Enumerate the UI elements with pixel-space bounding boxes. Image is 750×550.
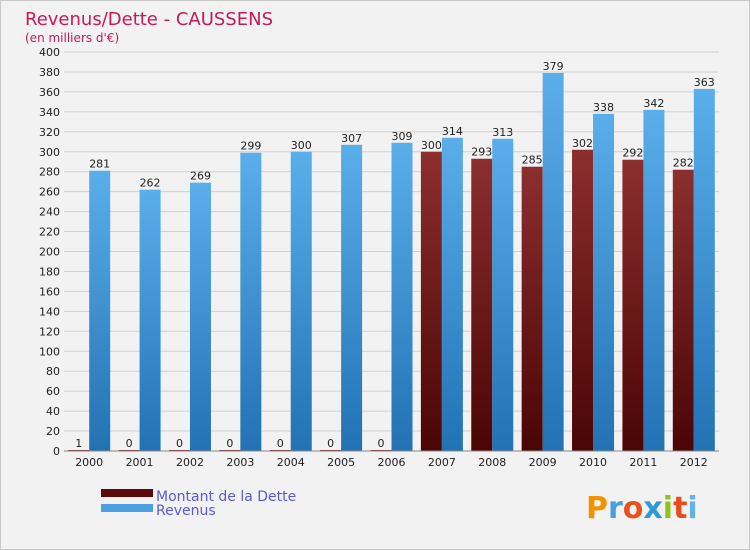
revenue-bar-value-label: 281	[89, 158, 110, 171]
y-tick-label: 320	[39, 126, 60, 139]
debt-bar	[471, 158, 493, 452]
revenue-bar-value-label: 307	[341, 132, 362, 145]
y-tick-label: 240	[39, 206, 60, 219]
y-tick-label: 400	[39, 46, 60, 59]
y-axis-ticks: 0 20 40 60 80 100 120 140 160 180 200 220 240 260 280 3…	[39, 46, 60, 458]
revenue-bar	[643, 109, 665, 451]
y-tick-label: 80	[46, 365, 60, 378]
debt-bar-value-label: 0	[176, 437, 183, 450]
revenue-bar-value-label: 299	[240, 140, 261, 153]
legend-label-revenue: Revenus	[156, 503, 216, 519]
y-tick-label: 340	[39, 106, 60, 119]
revenue-bar-value-label: 379	[543, 60, 564, 73]
revenue-bar	[441, 137, 463, 451]
y-tick-label: 40	[46, 405, 60, 418]
data-labels: 1281026202690299030003070309300314293313…	[75, 60, 715, 450]
revenue-bar-value-label: 262	[140, 177, 161, 190]
x-tick-label: 2004	[277, 456, 305, 469]
legend: Montant de la Dette Revenus	[101, 489, 296, 519]
chart-subtitle: (en milliers d'€)	[25, 31, 119, 45]
debt-bar-value-label: 293	[471, 146, 492, 159]
debt-bar-value-label: 0	[277, 437, 284, 450]
x-tick-label: 2006	[378, 456, 406, 469]
debt-bar	[572, 149, 594, 451]
revenue-bar	[492, 138, 514, 451]
revenue-bar-value-label: 313	[492, 126, 513, 139]
revenue-bar	[341, 144, 363, 451]
revenue-bar-value-label: 300	[291, 139, 312, 152]
debt-bar-value-label: 302	[572, 137, 593, 150]
revenue-bar	[391, 142, 413, 451]
legend-swatch-debt	[101, 489, 153, 497]
y-tick-label: 60	[46, 385, 60, 398]
revenue-bar-value-label: 309	[392, 130, 413, 143]
revenue-bar	[542, 72, 564, 451]
x-tick-label: 2010	[579, 456, 607, 469]
debt-bar	[622, 159, 644, 452]
x-tick-label: 2008	[478, 456, 506, 469]
debt-bar-value-label: 300	[421, 139, 442, 152]
x-tick-label: 2012	[680, 456, 708, 469]
debt-bar-value-label: 1	[75, 437, 82, 450]
y-tick-label: 220	[39, 226, 60, 239]
debt-bar-value-label: 285	[522, 154, 543, 167]
revenue-bar	[240, 152, 262, 451]
debt-bar-value-label: 0	[126, 437, 133, 450]
revenue-bar-value-label: 363	[694, 76, 715, 89]
debt-bar-value-label: 0	[378, 437, 385, 450]
x-axis-ticks: 2000 2001 2002 2003 2004 2005 2006 2007 2008 2009…	[75, 456, 708, 469]
x-tick-label: 2000	[75, 456, 103, 469]
revenue-bar	[139, 189, 161, 451]
proxiti-logo: Proxiti	[586, 491, 698, 526]
y-tick-label: 20	[46, 425, 60, 438]
y-tick-label: 260	[39, 186, 60, 199]
x-tick-label: 2002	[176, 456, 204, 469]
revenue-bar	[89, 170, 111, 451]
debt-bar-value-label: 292	[622, 147, 643, 160]
debt-bar	[420, 151, 442, 451]
y-tick-label: 180	[39, 265, 60, 278]
x-tick-label: 2009	[529, 456, 557, 469]
debt-bar-value-label: 0	[226, 437, 233, 450]
revenue-bar-value-label: 342	[643, 97, 664, 110]
x-tick-label: 2007	[428, 456, 456, 469]
chart-title: Revenus/Dette - CAUSSENS	[25, 9, 273, 30]
x-tick-label: 2005	[327, 456, 355, 469]
x-tick-label: 2003	[226, 456, 254, 469]
y-tick-label: 360	[39, 86, 60, 99]
y-tick-label: 380	[39, 66, 60, 79]
y-tick-label: 280	[39, 166, 60, 179]
revenue-bar	[593, 113, 615, 451]
legend-swatch-revenue	[101, 504, 153, 512]
revenue-bar-value-label: 269	[190, 170, 211, 183]
x-tick-label: 2011	[629, 456, 657, 469]
revenue-bar	[189, 182, 211, 452]
debt-bar	[672, 169, 694, 451]
debt-bar-value-label: 282	[673, 157, 694, 170]
y-tick-label: 200	[39, 246, 60, 259]
y-tick-label: 140	[39, 305, 60, 318]
debt-bar	[521, 166, 543, 451]
revenue-bar	[290, 151, 312, 451]
y-tick-label: 300	[39, 146, 60, 159]
x-tick-label: 2001	[126, 456, 154, 469]
y-tick-label: 0	[53, 445, 60, 458]
y-tick-label: 120	[39, 325, 60, 338]
debt-bar-value-label: 0	[327, 437, 334, 450]
revenue-bar	[693, 88, 715, 451]
legend-label-debt: Montant de la Dette	[156, 489, 296, 505]
revenue-bar-value-label: 314	[442, 125, 463, 138]
revenue-bar-value-label: 338	[593, 101, 614, 114]
y-tick-label: 160	[39, 285, 60, 298]
y-tick-label: 100	[39, 345, 60, 358]
bars	[68, 72, 715, 452]
